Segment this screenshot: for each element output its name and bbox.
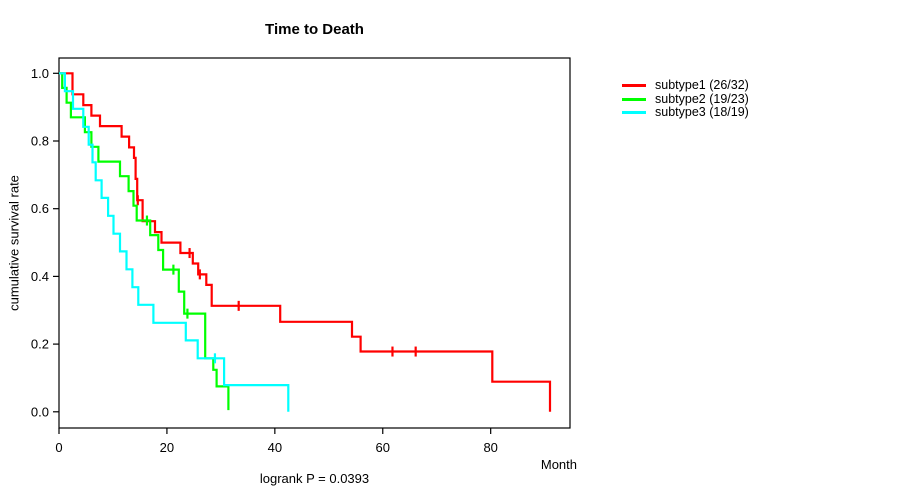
legend-line-red: [622, 84, 646, 88]
x-tick-label: 40: [268, 440, 282, 455]
y-tick-label: 1.0: [31, 66, 49, 81]
legend-label: subtype3 (18/19): [655, 105, 749, 119]
legend-line-cyan: [622, 111, 646, 115]
x-tick-label: 0: [55, 440, 62, 455]
legend-label: subtype2 (19/23): [655, 91, 749, 106]
x-tick-label: 80: [483, 440, 497, 455]
y-axis-label: cumulative survival rate: [6, 175, 22, 311]
y-tick-label: 0.4: [31, 269, 49, 284]
x-tick-label: 60: [376, 440, 390, 455]
y-tick-label: 0.6: [31, 201, 49, 216]
survival-curve-3: [59, 72, 290, 412]
chart-title: Time to Death: [265, 21, 364, 38]
survival-curve-1: [59, 72, 552, 412]
legend-item-subtype1: subtype1 (26/32): [622, 78, 749, 93]
x-axis-label: Month: [540, 457, 577, 472]
survival-curve-2: [59, 72, 230, 411]
legend-line-green: [622, 97, 646, 101]
legend: subtype1 (26/32) subtype2 (19/23) subtyp…: [622, 78, 749, 120]
legend-item-subtype3: subtype3 (18/19): [622, 105, 749, 120]
y-tick-label: 0.2: [31, 337, 49, 352]
x-tick-label: 20: [160, 440, 174, 455]
plot-border: [58, 57, 571, 429]
y-tick-label: 0.0: [31, 404, 49, 419]
y-tick-label: 0.8: [31, 134, 49, 149]
legend-item-subtype2: subtype2 (19/23): [622, 91, 749, 107]
logrank-annotation: logrank P = 0.0393: [259, 471, 370, 486]
legend-label: subtype1 (26/32): [655, 78, 749, 92]
